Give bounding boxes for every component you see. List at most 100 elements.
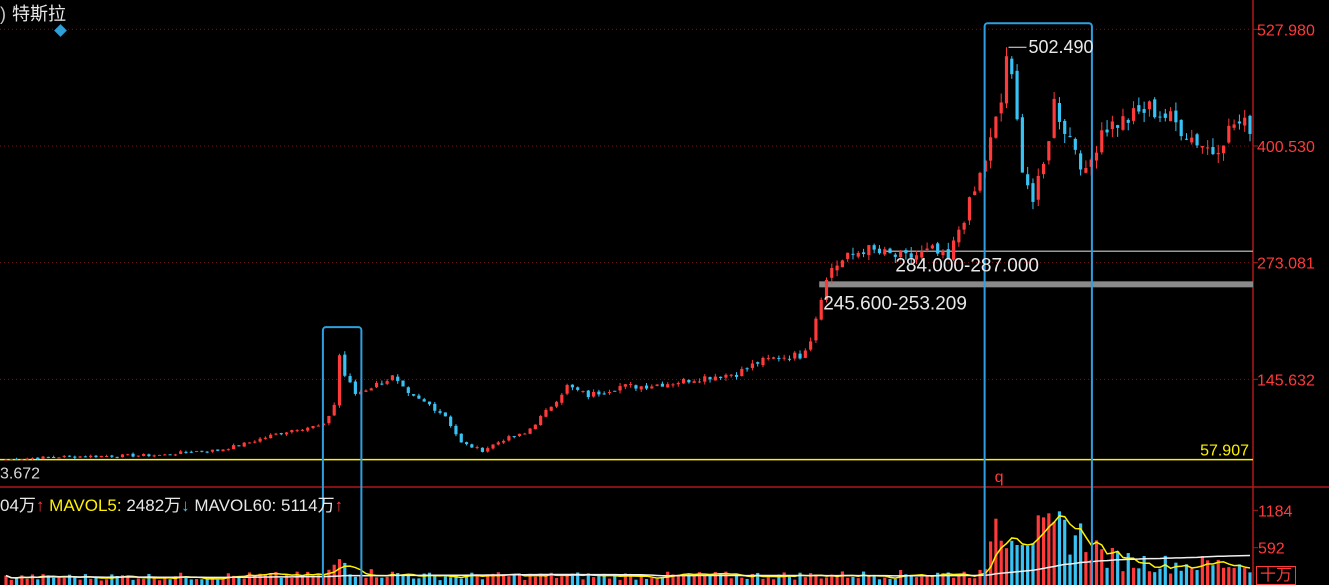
candle-body (115, 456, 119, 458)
volume-bar (1110, 547, 1114, 585)
candle-body (750, 363, 754, 368)
volume-bar (126, 576, 130, 585)
support-band-bar (819, 281, 1253, 288)
candle-body (454, 425, 458, 435)
volume-bar (999, 540, 1003, 585)
candle-body (89, 455, 93, 458)
candle-body (1031, 183, 1035, 202)
volume-bar (1190, 568, 1194, 585)
volume-bar (194, 578, 199, 585)
candle-body (899, 251, 903, 258)
volume-bar (30, 574, 35, 585)
mavol5-value: 2482万 (126, 496, 182, 515)
candle-body (904, 250, 908, 254)
volume-bar (660, 577, 664, 585)
volume-bar (819, 578, 823, 585)
volume-bar (676, 574, 680, 585)
candle-body (856, 252, 860, 257)
volume-bar (1084, 552, 1088, 585)
volume-bar (925, 575, 929, 585)
candle-body (1163, 113, 1167, 118)
candle-body (814, 318, 818, 341)
volume-bar (803, 577, 807, 585)
volume-bar (846, 577, 850, 585)
candle-body (1232, 124, 1236, 128)
candle-body (311, 425, 315, 428)
volume-bar (242, 578, 246, 585)
volume-tick-label: 592 (1258, 541, 1285, 558)
volume-bar (438, 580, 442, 585)
candle-body (52, 456, 56, 458)
candle-body (819, 299, 823, 320)
volume-bar (295, 571, 299, 585)
volume-bar (1158, 568, 1162, 585)
candle-body (94, 455, 98, 458)
volume-bar (914, 577, 919, 585)
candle-body (464, 442, 469, 445)
volume-bar (713, 572, 717, 585)
candle-body (62, 455, 66, 457)
volume-bar (1221, 567, 1226, 585)
volume-bar (1137, 568, 1141, 585)
candle-body (951, 240, 956, 260)
volume-bar (951, 577, 956, 585)
volume-bar (872, 575, 876, 585)
candle-body (978, 172, 982, 191)
volume-bar (380, 577, 384, 585)
volume-bar (41, 574, 45, 585)
candle-body (412, 394, 416, 396)
candle-body (692, 381, 696, 383)
volume-bar (777, 574, 781, 585)
volume-bar (232, 575, 236, 585)
volume-bar (1200, 556, 1204, 585)
candle-body (613, 390, 617, 392)
volume-bar (507, 576, 511, 585)
volume-bar (385, 576, 389, 585)
volume-bar (644, 578, 649, 585)
candle-body (581, 390, 585, 392)
candle-body (36, 457, 40, 460)
candle-body (872, 245, 876, 250)
volume-bar (1100, 549, 1104, 585)
candle-body (168, 454, 172, 456)
mavol5-arrow: ↓ (181, 496, 190, 515)
volume-bar (719, 573, 723, 585)
volume-bar (25, 578, 29, 585)
candle-body (798, 353, 802, 359)
candle-body (1184, 138, 1189, 140)
volume-bar (136, 578, 140, 585)
volume-bar (142, 579, 146, 585)
candle-body (708, 377, 712, 380)
volume-bar (1094, 540, 1099, 585)
candle-body (846, 252, 850, 259)
volume-bar (1206, 560, 1210, 585)
candle-body (216, 449, 220, 451)
mavol5-label: MAVOL5: (49, 496, 122, 515)
volume-bar (52, 577, 56, 585)
candle-body (1158, 116, 1162, 118)
candle-body (930, 245, 934, 249)
candle-body (560, 394, 564, 403)
candle-body (136, 455, 140, 457)
candle-body (957, 229, 961, 243)
volume-bar (565, 574, 569, 585)
candle-body (602, 393, 606, 395)
candle-body (639, 386, 643, 390)
volume-bar (883, 577, 887, 585)
candle-body (142, 454, 146, 456)
volume-bar (877, 579, 882, 585)
volume-bar (168, 579, 172, 585)
candle-body (205, 451, 209, 453)
volume-bar (703, 575, 707, 585)
candle-body (724, 374, 728, 378)
candle-body (644, 385, 649, 389)
volume-bar (681, 573, 686, 585)
volume-bar (1169, 573, 1173, 585)
candle-body (1147, 101, 1152, 110)
volume-bar (374, 577, 379, 585)
volume-bar (861, 571, 866, 585)
price-tick-label: 527.980 (1257, 22, 1315, 39)
candle-body (422, 399, 426, 402)
volume-bar (1057, 511, 1062, 585)
volume-bar (936, 572, 940, 585)
